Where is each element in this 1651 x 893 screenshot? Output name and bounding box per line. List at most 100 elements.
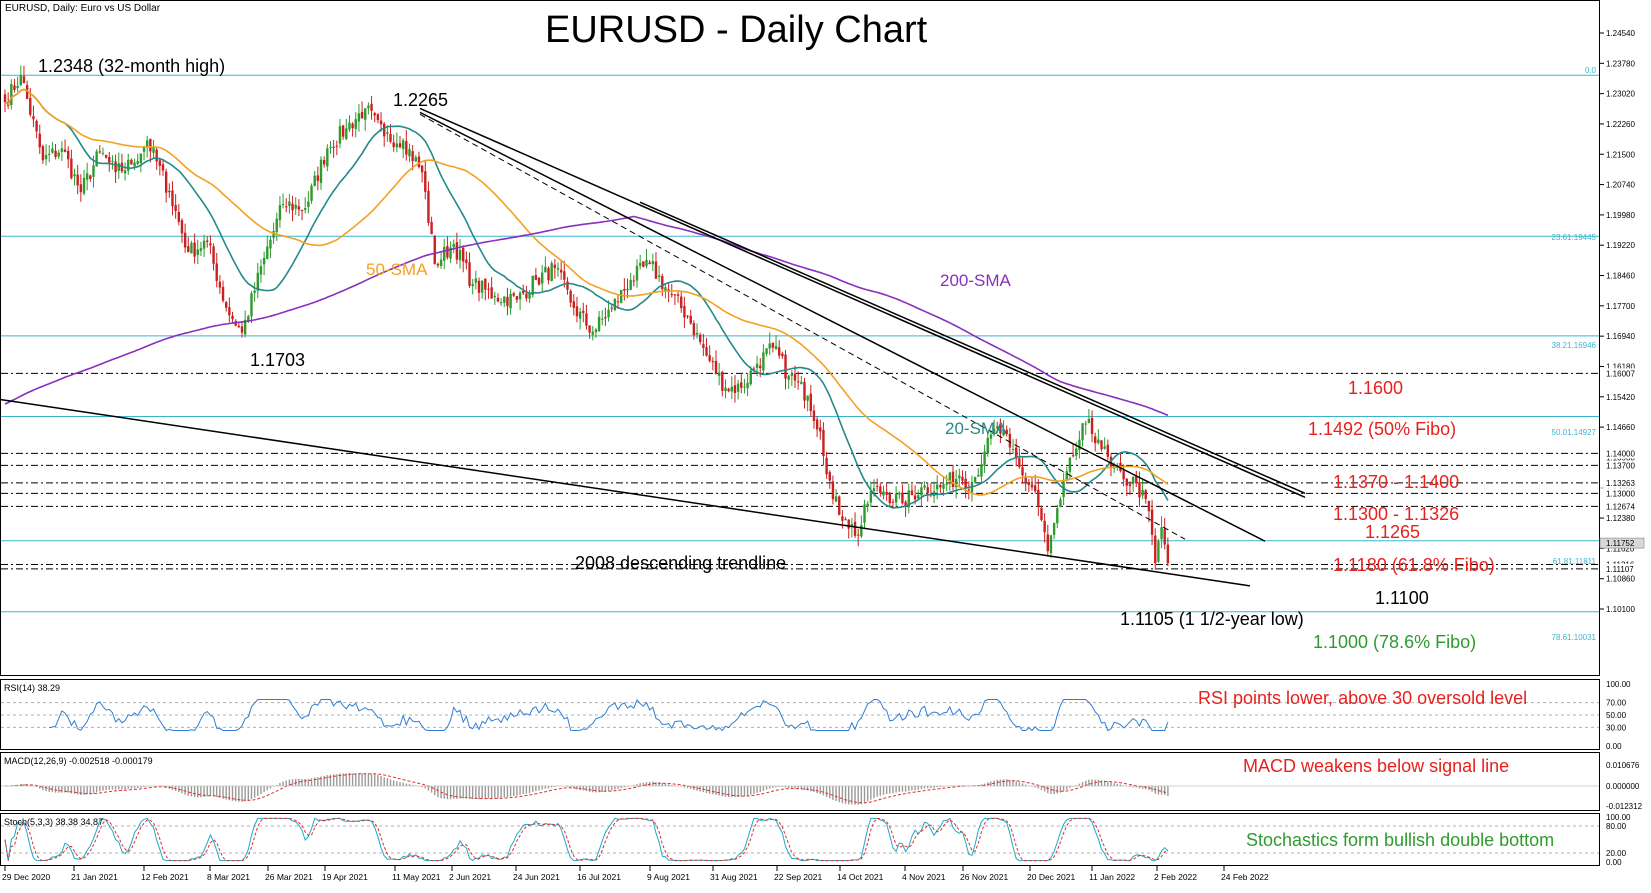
price-tag-box bbox=[1600, 563, 1644, 574]
price-tag-box bbox=[1600, 448, 1644, 459]
candle-body bbox=[38, 133, 41, 148]
candle-body bbox=[398, 143, 402, 148]
candle-body bbox=[781, 353, 784, 357]
candle-body bbox=[1094, 436, 1097, 444]
candle-body bbox=[1030, 484, 1034, 488]
candle-body bbox=[1135, 475, 1138, 484]
trendlines bbox=[0, 107, 1306, 587]
x-tick-label: 11 Jan 2022 bbox=[1089, 872, 1135, 882]
y-tick-label: 1.19980 bbox=[1606, 211, 1635, 220]
candle-body bbox=[98, 151, 101, 153]
candle-body bbox=[1037, 489, 1040, 507]
candle-body bbox=[534, 275, 538, 280]
candle-body bbox=[1065, 471, 1068, 480]
candle-body bbox=[683, 305, 686, 318]
candle-body bbox=[370, 103, 373, 111]
candle-body bbox=[778, 347, 781, 356]
candle-body bbox=[92, 165, 95, 177]
candle-body bbox=[297, 206, 301, 210]
candle-body bbox=[755, 363, 759, 368]
candle-body bbox=[721, 371, 724, 391]
candle-body bbox=[79, 184, 83, 193]
stoch-note: Stochastics form bullish double bottom bbox=[1246, 830, 1554, 850]
annot-11000: 1.1000 (78.6% Fibo) bbox=[1313, 632, 1476, 652]
candle-body bbox=[702, 344, 705, 348]
candle-body bbox=[790, 374, 794, 377]
candle-body bbox=[364, 108, 367, 120]
candle-body bbox=[480, 280, 484, 293]
candle-body bbox=[563, 271, 566, 280]
candle-body bbox=[300, 209, 304, 211]
candle-body bbox=[616, 301, 620, 303]
annot-11100: 1.1100 bbox=[1375, 588, 1429, 608]
candle-body bbox=[452, 244, 455, 248]
candle-body bbox=[822, 429, 825, 456]
y-tick-label: 1.10860 bbox=[1606, 575, 1635, 584]
candle-body bbox=[556, 268, 560, 270]
candle-body bbox=[853, 521, 857, 536]
candle-body bbox=[844, 519, 847, 521]
candle-body bbox=[19, 75, 22, 86]
candle-body bbox=[601, 318, 604, 320]
candle-body bbox=[22, 76, 26, 84]
candle-body bbox=[670, 294, 673, 296]
annot-200-sma: 200-SMA bbox=[940, 271, 1012, 290]
candle-body bbox=[443, 246, 446, 261]
candle-body bbox=[771, 342, 775, 348]
candle-body bbox=[964, 478, 967, 489]
fibo-0-label: 0.0 bbox=[1585, 66, 1597, 75]
x-tick-label: 8 Mar 2021 bbox=[207, 872, 250, 882]
candle-body bbox=[1131, 476, 1135, 484]
candle-body bbox=[401, 140, 405, 149]
candle-body bbox=[316, 175, 320, 181]
candle-body bbox=[898, 492, 901, 495]
candle-body bbox=[89, 175, 92, 179]
annot-11105-low: 1.1105 (1 1/2-year low) bbox=[1120, 609, 1304, 629]
macd-tick-label: 0.010676 bbox=[1606, 761, 1640, 770]
candle-body bbox=[578, 311, 582, 319]
fibo-618-label: 61.81.11811 bbox=[1553, 557, 1597, 566]
candle-body bbox=[41, 146, 45, 161]
candle-body bbox=[196, 249, 199, 255]
candle-body bbox=[313, 175, 316, 186]
candle-body bbox=[664, 287, 667, 292]
candle-body bbox=[812, 410, 816, 422]
candle-body bbox=[484, 278, 487, 290]
macd-tick-label: -0.012312 bbox=[1606, 802, 1643, 811]
candle-body bbox=[910, 490, 914, 496]
trendline-upper-b bbox=[419, 111, 1266, 542]
price-tag-box bbox=[1600, 501, 1644, 512]
candle-body bbox=[942, 484, 945, 489]
candle-body bbox=[111, 160, 114, 162]
candle-body bbox=[345, 128, 348, 139]
x-tick-label: 11 May 2021 bbox=[392, 872, 441, 882]
candle-body bbox=[566, 281, 569, 290]
candle-body bbox=[395, 143, 399, 148]
candle-body bbox=[901, 492, 904, 504]
annot-peak-12265: 1.2265 bbox=[393, 90, 448, 110]
candle-body bbox=[515, 296, 519, 300]
candle-body bbox=[171, 190, 174, 207]
fibo-50-label: 50.01.14927 bbox=[1552, 428, 1597, 437]
candle-body bbox=[221, 286, 225, 301]
candle-body bbox=[1097, 439, 1100, 444]
candle-body bbox=[528, 293, 531, 299]
candle-body bbox=[774, 345, 778, 350]
candle-body bbox=[936, 484, 939, 490]
candle-body bbox=[1125, 478, 1128, 486]
trendline-channel-top bbox=[639, 201, 1306, 495]
candle-body bbox=[607, 309, 610, 318]
candle-body bbox=[661, 276, 664, 290]
candle-body bbox=[834, 496, 838, 502]
candle-body bbox=[891, 501, 895, 503]
candle-body bbox=[329, 146, 332, 148]
candle-body bbox=[597, 316, 601, 331]
price-tag-label: 1.13700 bbox=[1606, 461, 1635, 470]
candle-body bbox=[51, 148, 54, 153]
candle-body bbox=[727, 388, 730, 392]
candle-body bbox=[759, 365, 762, 369]
candle-body bbox=[468, 262, 471, 286]
candle-body bbox=[149, 138, 152, 152]
candle-body bbox=[939, 485, 942, 488]
candle-body bbox=[604, 317, 607, 319]
